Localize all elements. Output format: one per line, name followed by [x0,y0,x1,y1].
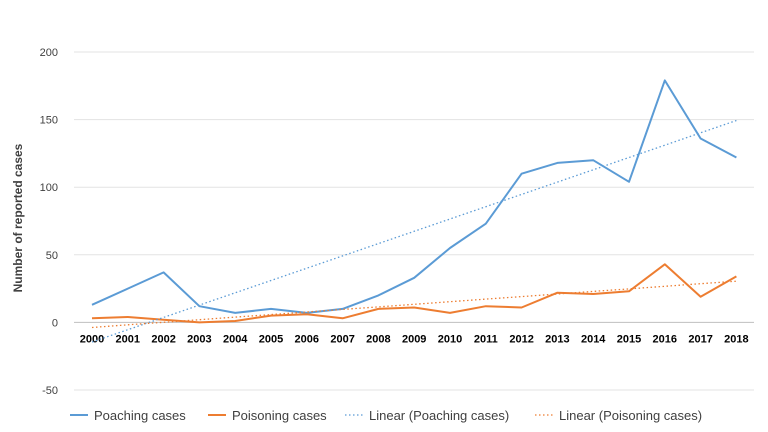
x-tick-label: 2003 [187,333,211,345]
x-tick-label: 2006 [295,333,319,345]
legend-item-linear-poaching-cases: Linear (Poaching cases) [345,408,509,423]
series-line-linear-poisoning-cases [91,280,737,329]
legend-label: Poaching cases [94,408,186,423]
legend-item-linear-poisoning-cases: Linear (Poisoning cases) [535,408,702,423]
y-tick-label: 0 [52,317,58,329]
x-tick-label: 2018 [724,333,748,345]
x-tick-label: 2009 [402,333,426,345]
series-line-poisoning-cases [91,263,737,324]
x-tick-label: 2015 [617,333,641,345]
y-tick-label: 150 [40,115,58,127]
series-line-linear-poaching-cases [91,119,737,343]
x-tick-label: 2010 [438,333,462,345]
legend-label: Linear (Poaching cases) [369,408,509,423]
series-lines [91,79,737,343]
legend-label: Poisoning cases [232,408,327,423]
y-tick-label: 50 [46,250,58,262]
legend: Poaching cases Poisoning cases Linear (Poa… [70,408,702,423]
x-tick-label: 2007 [330,333,354,345]
x-tick-label: 2012 [509,333,533,345]
legend-label: Linear (Poisoning cases) [559,408,702,423]
y-axis-label: Number of reported cases [11,143,25,292]
series-line-poaching-cases [91,79,737,314]
x-tick-label: 2002 [151,333,175,345]
legend-item-poisoning-cases: Poisoning cases [208,408,327,423]
legend-item-poaching-cases: Poaching cases [70,408,186,423]
x-tick-label: 2016 [653,333,677,345]
x-tick-label: 2000 [80,333,104,345]
x-tick-label: 2001 [116,333,140,345]
x-tick-label: 2017 [688,333,712,345]
x-tick-label: 2005 [259,333,283,345]
x-tick-label: 2013 [545,333,569,345]
x-tick-label: 2011 [474,333,498,345]
y-tick-label: 100 [40,182,58,194]
x-tick-label: 2008 [366,333,390,345]
y-tick-label: 200 [40,47,58,59]
y-axis-ticks: -50 0 50 100 150 200 [40,47,58,397]
x-tick-label: 2004 [223,333,248,345]
x-tick-label: 2014 [581,333,606,345]
y-tick-label: -50 [42,385,58,397]
x-axis-ticks: 2000 2001 2002 2003 2004 2005 2006 2007 2008 2009… [80,333,749,345]
